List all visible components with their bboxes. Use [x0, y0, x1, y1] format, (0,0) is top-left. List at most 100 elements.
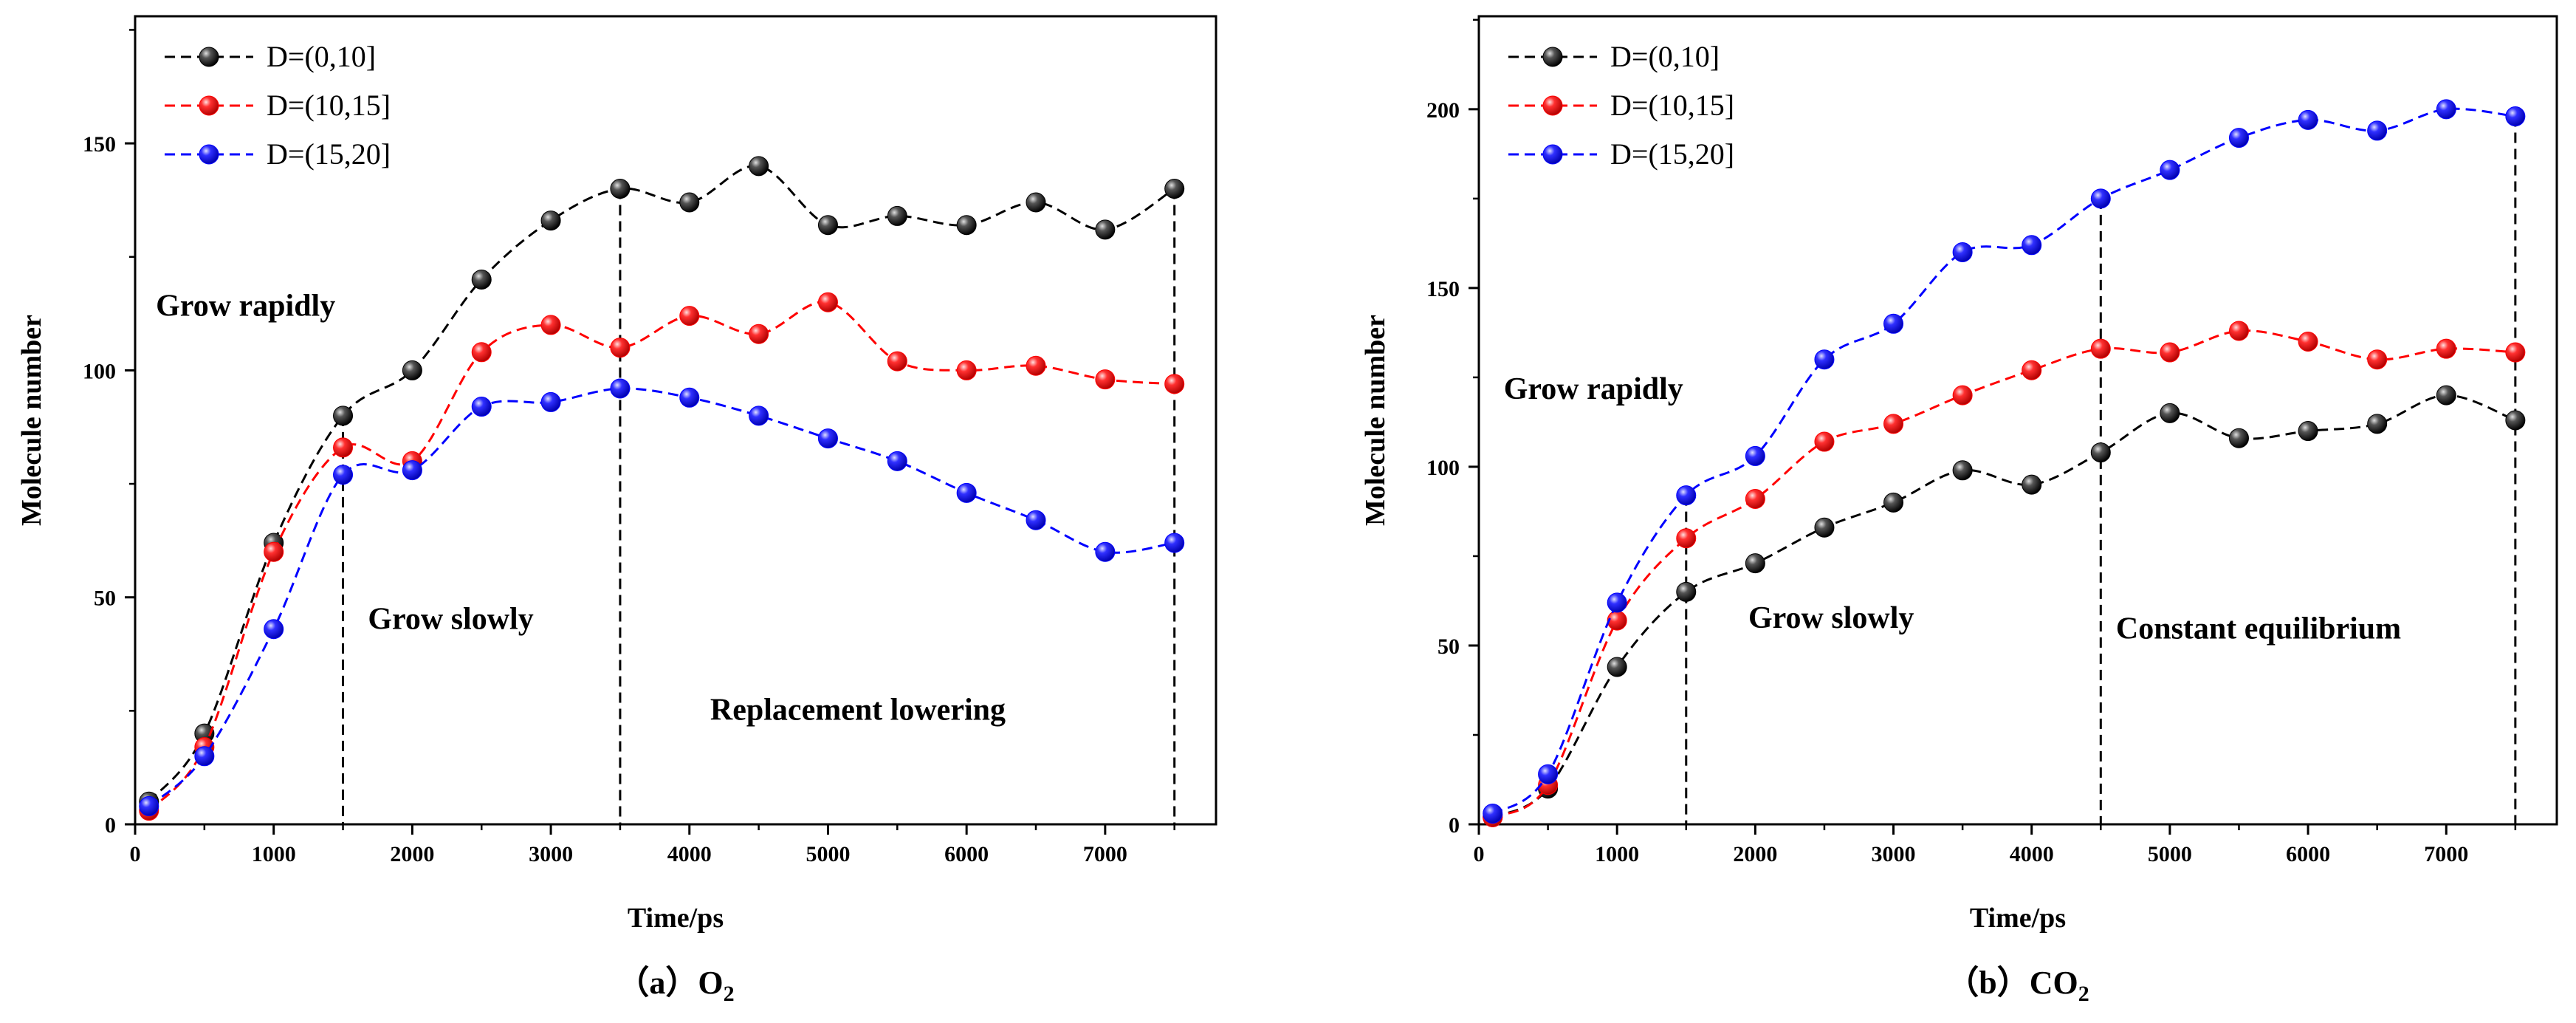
data-point — [817, 428, 838, 449]
panel-caption: （b）CO2 — [1946, 965, 2089, 1006]
data-point — [2090, 188, 2111, 209]
legend-marker — [1542, 47, 1563, 67]
x-tick-label: 0 — [130, 842, 141, 866]
data-point — [402, 360, 422, 380]
data-point — [2298, 332, 2318, 352]
data-point — [1952, 385, 1973, 406]
x-tick-label: 1000 — [1595, 842, 1639, 866]
data-point — [540, 211, 561, 231]
x-tick-label: 2000 — [390, 842, 434, 866]
panel-co2: 0 1000 2000 3000 4000 5000 6000 7000 0 50 100 150 20… — [1360, 15, 2558, 1006]
y-tick-label: 100 — [83, 359, 116, 383]
data-point — [333, 437, 354, 458]
legend-marker — [199, 144, 219, 165]
data-point — [540, 391, 561, 412]
data-point — [2228, 321, 2249, 341]
data-point — [540, 315, 561, 335]
y-tick-label: 150 — [1426, 277, 1460, 301]
data-point — [333, 406, 354, 426]
plot-frame — [134, 15, 1217, 826]
data-point — [679, 306, 700, 326]
legend-marker — [199, 47, 219, 67]
caption-subscript: 2 — [724, 982, 735, 1006]
series-line-0 — [1492, 394, 2516, 818]
data-point — [749, 156, 769, 177]
data-point — [1095, 219, 1116, 240]
legend: D=(0,10] D=(10,15] D=(15,20] — [1508, 40, 1734, 171]
data-point — [817, 292, 838, 312]
data-point — [1676, 485, 1697, 506]
data-point — [1164, 374, 1185, 394]
caption-prefix: （b） — [1946, 965, 2029, 1001]
x-tick-label: 0 — [1474, 842, 1485, 866]
y-tick-label: 0 — [105, 813, 116, 838]
x-tick-label: 6000 — [944, 842, 989, 866]
y-axis-label: Molecule number — [1360, 315, 1391, 526]
data-point — [1883, 414, 1904, 434]
data-point — [2298, 421, 2318, 442]
data-point — [2298, 109, 2318, 130]
data-point — [2367, 414, 2388, 434]
data-point — [1883, 313, 1904, 334]
data-point — [1676, 581, 1697, 602]
legend-label: D=(10,15] — [267, 89, 391, 122]
caption-prefix: （a） — [616, 965, 698, 1001]
data-point — [2022, 360, 2042, 380]
legend-marker — [199, 95, 219, 116]
data-point — [1095, 541, 1116, 562]
data-point — [1883, 492, 1904, 513]
caption-subscript: 2 — [2078, 982, 2089, 1006]
caption-formula: CO — [2030, 965, 2078, 1001]
data-point — [2367, 349, 2388, 370]
data-point — [1676, 528, 1697, 549]
data-point — [402, 460, 422, 481]
data-point — [1745, 488, 1765, 509]
legend-label: D=(10,15] — [1610, 89, 1734, 122]
x-tick-label: 3000 — [1872, 842, 1916, 866]
data-point — [887, 351, 907, 372]
data-point — [333, 465, 354, 485]
data-point — [2505, 342, 2526, 363]
legend-label: D=(0,10] — [267, 40, 376, 73]
x-tick-label: 5000 — [806, 842, 850, 866]
data-point — [1814, 349, 1835, 370]
legend: D=(0,10] D=(10,15] D=(15,20] — [165, 40, 391, 171]
legend-marker — [1542, 95, 1563, 116]
data-point — [1814, 431, 1835, 452]
x-tick-label: 1000 — [252, 842, 296, 866]
y-tick-label: 0 — [1449, 813, 1460, 838]
legend-label: D=(15,20] — [1610, 137, 1734, 171]
x-axis-label: Time/ps — [628, 903, 724, 934]
legend-marker — [1542, 144, 1563, 165]
data-point — [2160, 342, 2180, 363]
data-point — [956, 360, 977, 380]
data-point — [610, 179, 631, 199]
x-tick-label: 7000 — [1083, 842, 1127, 866]
x-axis-label: Time/ps — [1970, 903, 2066, 934]
x-tick-label: 7000 — [2424, 842, 2468, 866]
data-point — [1814, 517, 1835, 538]
data-point — [1164, 533, 1185, 553]
x-tick-label: 3000 — [529, 842, 573, 866]
data-point — [749, 406, 769, 426]
panel-caption: （a）O2 — [616, 965, 734, 1006]
data-point — [1607, 592, 1627, 613]
series-line-0 — [148, 165, 1175, 803]
data-point — [2505, 410, 2526, 431]
data-point — [679, 192, 700, 213]
data-point — [2436, 99, 2456, 120]
data-point — [1026, 355, 1046, 376]
data-point — [1538, 764, 1559, 784]
data-point — [139, 796, 159, 816]
data-point — [1745, 445, 1765, 466]
data-point — [471, 397, 492, 417]
data-point — [2228, 428, 2249, 448]
x-tick-label: 5000 — [2148, 842, 2192, 866]
legend-label: D=(15,20] — [267, 137, 391, 171]
data-point — [1483, 803, 1503, 824]
data-point — [887, 451, 907, 471]
stage-annotation: Grow rapidly — [156, 290, 335, 324]
data-point — [2090, 338, 2111, 359]
stage-annotation: Grow slowly — [368, 603, 533, 637]
data-point — [2367, 120, 2388, 141]
